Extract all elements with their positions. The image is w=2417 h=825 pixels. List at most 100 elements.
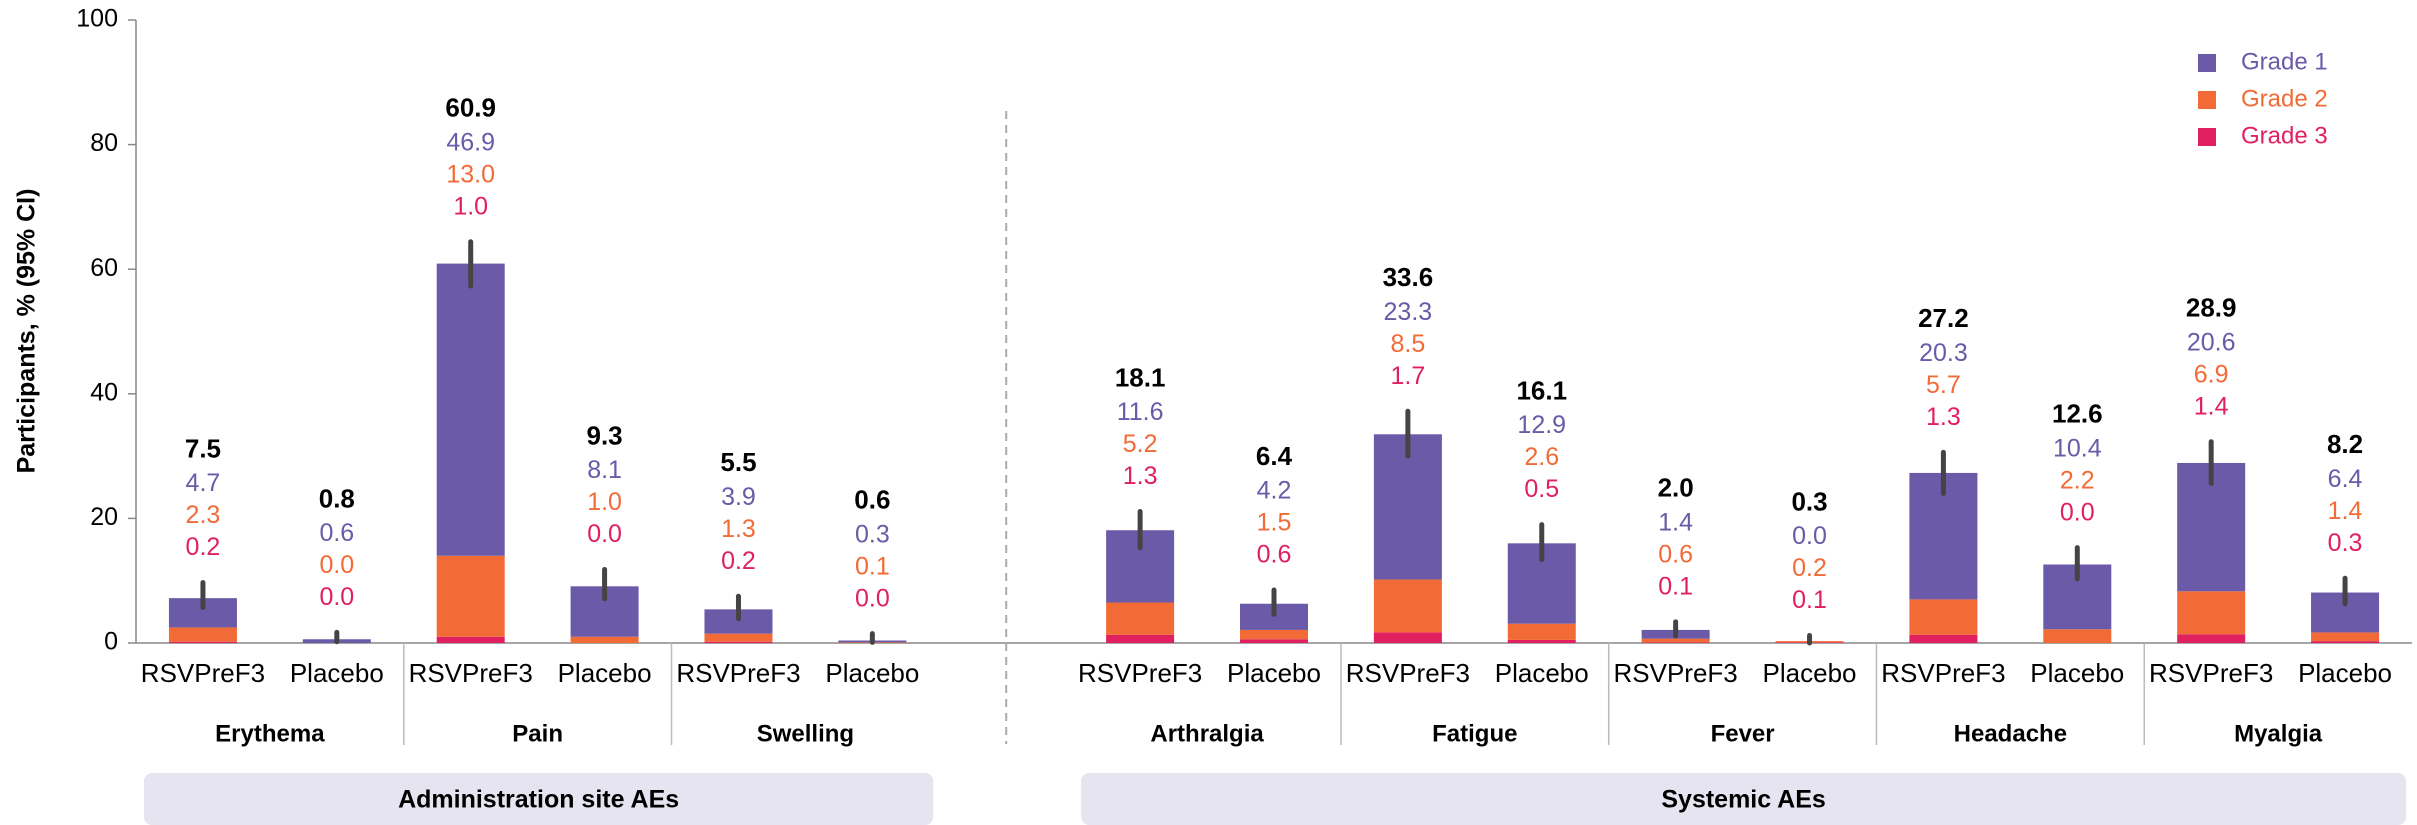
value-label: 0.0 <box>1792 522 1827 550</box>
bar-segment <box>1373 632 1442 643</box>
value-label: 0.0 <box>2060 498 2095 526</box>
bar-segment <box>2177 634 2246 643</box>
value-label: 0.3 <box>2328 529 2363 557</box>
total-label: 6.4 <box>1256 441 1293 471</box>
bar-segment <box>1240 639 1308 643</box>
total-label: 0.8 <box>319 483 355 513</box>
legend-label: Grade 3 <box>2241 122 2328 149</box>
bar-segment <box>1909 599 1978 635</box>
value-label: 10.4 <box>2053 434 2102 462</box>
value-label: 6.9 <box>2194 360 2229 388</box>
y-tick-label: 0 <box>104 628 118 656</box>
value-label: 20.6 <box>2187 328 2236 356</box>
value-label: 2.6 <box>1524 443 1559 471</box>
bar-segment <box>1641 642 1710 643</box>
bar-segment <box>2043 629 2112 643</box>
value-label: 0.0 <box>319 551 354 579</box>
x-tick-label: Placebo <box>2030 658 2124 688</box>
bar-segment <box>436 263 505 556</box>
bar-segment <box>1507 623 1576 640</box>
value-label: 1.7 <box>1390 362 1425 390</box>
x-tick-label: RSVPreF3 <box>1078 658 1202 688</box>
value-label: 0.2 <box>721 547 756 575</box>
bar-segment <box>1909 634 1978 643</box>
bar-segment <box>1106 634 1175 643</box>
value-label: 0.6 <box>319 519 354 547</box>
legend-swatch <box>2198 128 2216 146</box>
section-label: Systemic AEs <box>1661 786 1825 814</box>
y-tick-label: 60 <box>90 254 118 282</box>
group-label: Myalgia <box>2234 720 2323 747</box>
value-label: 8.1 <box>587 456 622 484</box>
bar-segment <box>1641 638 1710 643</box>
bar-segment <box>1106 602 1175 635</box>
bar-segment <box>436 555 505 637</box>
x-tick-label: Placebo <box>558 658 652 688</box>
value-label: 0.1 <box>1792 586 1827 614</box>
y-tick-label: 100 <box>76 5 118 33</box>
total-label: 27.2 <box>1918 303 1969 333</box>
value-label: 5.2 <box>1123 430 1158 458</box>
total-label: 5.5 <box>720 447 756 477</box>
value-label: 8.5 <box>1390 330 1425 358</box>
y-tick-label: 80 <box>90 129 118 157</box>
x-tick-label: RSVPreF3 <box>1346 658 1470 688</box>
group-label: Fever <box>1711 720 1775 747</box>
total-label: 9.3 <box>587 420 623 450</box>
value-label: 1.3 <box>1123 462 1158 490</box>
y-axis-title: Participants, % (95% CI) <box>13 189 41 474</box>
section-box <box>1081 773 2406 825</box>
x-tick-label: Placebo <box>825 658 919 688</box>
value-label: 0.5 <box>1524 475 1559 503</box>
x-tick-label: RSVPreF3 <box>409 658 533 688</box>
value-label: 0.0 <box>319 583 354 611</box>
value-label: 6.4 <box>2328 465 2363 493</box>
legend-label: Grade 2 <box>2241 85 2328 112</box>
x-tick-label: Placebo <box>1227 658 1321 688</box>
bar-segment <box>704 633 773 642</box>
x-tick-label: RSVPreF3 <box>141 658 265 688</box>
bar-segment <box>1507 639 1576 643</box>
value-label: 1.3 <box>721 515 756 543</box>
bar-segment <box>2177 591 2246 635</box>
value-label: 11.6 <box>1117 398 1164 426</box>
bar-segment <box>168 641 237 643</box>
value-label: 1.0 <box>587 488 622 516</box>
bar-segment <box>436 636 505 643</box>
value-label: 0.1 <box>1658 572 1693 600</box>
total-label: 33.6 <box>1383 262 1434 292</box>
value-label: 0.1 <box>855 552 890 580</box>
x-tick-label: Placebo <box>290 658 384 688</box>
bar-segment <box>2311 632 2380 642</box>
section-box <box>144 773 934 825</box>
total-label: 60.9 <box>445 93 496 123</box>
value-label: 0.0 <box>587 520 622 548</box>
total-label: 0.6 <box>854 485 890 515</box>
legend-swatch <box>2198 54 2216 72</box>
value-label: 1.5 <box>1257 509 1292 537</box>
x-tick-label: Placebo <box>1495 658 1589 688</box>
bar-segment <box>2311 641 2380 643</box>
bar-segment <box>704 641 773 643</box>
bar-segment <box>1373 579 1442 633</box>
value-label: 46.9 <box>446 128 495 156</box>
bar-segment <box>168 627 237 642</box>
x-tick-label: RSVPreF3 <box>2149 658 2273 688</box>
value-label: 0.0 <box>855 584 890 612</box>
value-label: 4.2 <box>1257 477 1292 505</box>
value-label: 1.4 <box>2328 497 2363 525</box>
value-label: 13.0 <box>446 160 495 188</box>
total-label: 2.0 <box>1658 473 1694 503</box>
x-tick-label: RSVPreF3 <box>676 658 800 688</box>
bar-segment <box>570 636 639 643</box>
value-label: 2.2 <box>2060 466 2095 494</box>
x-tick-label: Placebo <box>1763 658 1857 688</box>
x-tick-label: RSVPreF3 <box>1614 658 1738 688</box>
value-label: 20.3 <box>1919 339 1968 367</box>
total-label: 12.6 <box>2052 399 2103 429</box>
value-label: 0.6 <box>1257 541 1292 569</box>
value-label: 12.9 <box>1517 411 1566 439</box>
value-label: 0.3 <box>855 520 890 548</box>
value-label: 23.3 <box>1384 298 1433 326</box>
